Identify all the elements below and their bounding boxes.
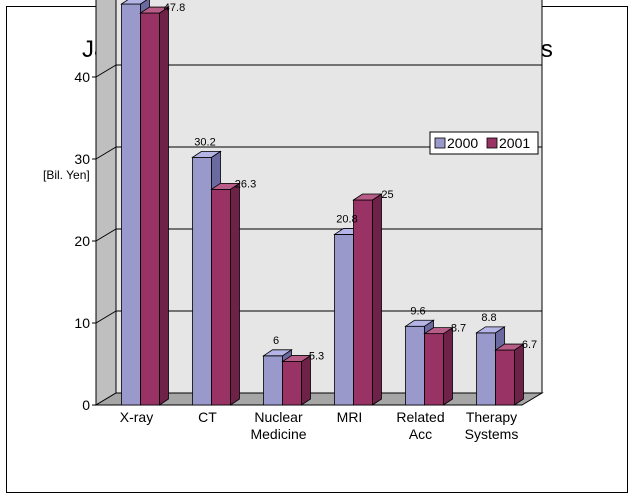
y-tick-label: 20: [74, 233, 90, 249]
bar: [121, 3, 141, 406]
x-tick-label: Medicine: [250, 426, 306, 442]
x-tick-label: Therapy: [466, 409, 517, 425]
bar-top: [139, 6, 170, 14]
data-label: 5.3: [309, 351, 324, 363]
bar-top: [210, 182, 241, 190]
bar: [263, 355, 283, 406]
y-tick-label: 10: [74, 315, 90, 331]
bar-top: [281, 355, 312, 362]
gridline: [95, 64, 117, 78]
x-tick-label: Nuclear: [254, 409, 303, 425]
bar: [495, 349, 515, 406]
y-axis-label: [Bil. Yen]: [43, 168, 90, 182]
bar: [192, 156, 212, 406]
y-tick-label: 40: [74, 69, 90, 85]
bar-top: [423, 327, 454, 335]
bar-top: [352, 193, 383, 201]
legend-swatch: [434, 137, 446, 149]
bar-top: [404, 319, 435, 327]
data-label: 6: [273, 335, 279, 347]
bar: [282, 361, 302, 406]
bar: [211, 188, 231, 406]
bar-side: [372, 193, 382, 406]
gridline: [95, 146, 117, 160]
y-axis: 0 10 20 30 40 50: [74, 0, 97, 413]
bar-side: [514, 343, 524, 406]
x-tick-label: Acc: [409, 426, 432, 442]
legend-entry: 2000: [447, 135, 478, 151]
bar-top: [494, 343, 525, 351]
legend-swatch: [486, 137, 498, 149]
y-tick-label: 50: [74, 0, 90, 3]
bar-side: [301, 354, 311, 406]
bar: [424, 333, 444, 406]
gridline: [95, 310, 117, 324]
x-tick-label: Systems: [465, 426, 519, 442]
bar: [476, 332, 496, 406]
data-label: 26.3: [235, 178, 256, 190]
x-tick-label: Related: [396, 409, 444, 425]
data-label: 8.7: [451, 323, 466, 335]
data-label: 25: [381, 189, 393, 201]
data-label: 20.8: [336, 213, 357, 225]
bar-side: [230, 182, 240, 406]
bar-side: [159, 6, 169, 406]
bar-top: [191, 150, 222, 158]
x-tick-label: MRI: [337, 409, 363, 425]
legend-box: [429, 131, 539, 155]
bar: [140, 12, 160, 406]
bar-top: [475, 326, 506, 334]
gridline: [95, 228, 117, 242]
legend: 2000 2001: [429, 131, 539, 155]
bar-top: [262, 349, 293, 357]
data-label: 30.2: [194, 136, 215, 148]
bar: [405, 325, 425, 406]
side-wall: [95, 0, 117, 406]
bar: [353, 199, 373, 406]
bar: [334, 234, 354, 406]
bars: [120, 0, 525, 406]
x-tick-label: X-ray: [120, 409, 153, 425]
y-tick-label: 30: [74, 151, 90, 167]
data-label: 8.8: [481, 312, 496, 324]
bar-top: [120, 0, 148, 5]
x-tick-label: CT: [198, 409, 217, 425]
data-label: 6.7: [522, 339, 537, 351]
bar-side: [443, 326, 453, 406]
y-tick-label: 0: [82, 397, 90, 413]
data-label: 47.8: [164, 2, 185, 14]
data-label: 9.6: [410, 305, 425, 317]
legend-entry: 2001: [499, 135, 530, 151]
